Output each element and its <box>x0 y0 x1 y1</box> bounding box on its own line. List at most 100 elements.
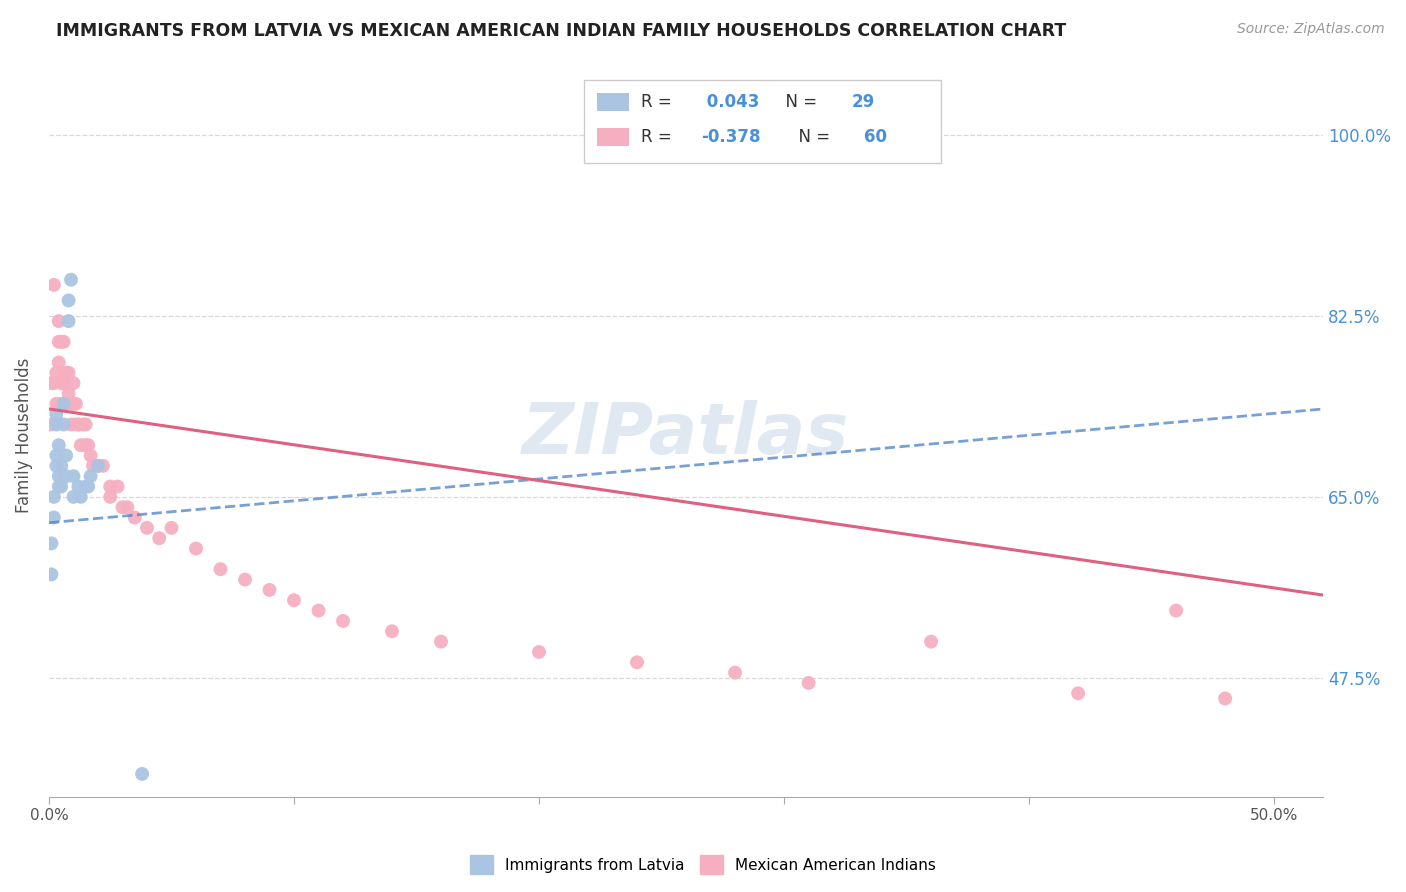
Point <box>45 397 67 411</box>
Point <box>51 376 73 391</box>
Point <box>430 634 453 648</box>
Point <box>75 479 97 493</box>
Point <box>209 562 232 576</box>
Point <box>87 458 110 473</box>
Point <box>60 397 83 411</box>
Point <box>233 573 256 587</box>
Point <box>45 417 67 432</box>
Point <box>42 277 65 292</box>
Point <box>48 355 70 369</box>
Point <box>124 510 146 524</box>
Bar <box>598 128 628 145</box>
Point <box>91 458 114 473</box>
Point <box>160 521 183 535</box>
Point <box>58 386 80 401</box>
Point <box>111 500 134 515</box>
Point <box>45 449 67 463</box>
Point <box>41 567 63 582</box>
Point <box>48 438 70 452</box>
Text: ZIPatlas: ZIPatlas <box>523 401 849 469</box>
Point <box>920 634 942 648</box>
Point <box>48 334 70 349</box>
Point <box>98 479 121 493</box>
Point <box>60 417 83 432</box>
Point <box>797 676 820 690</box>
Point <box>67 417 90 432</box>
Point <box>65 397 87 411</box>
Point <box>55 397 77 411</box>
Point <box>48 314 70 328</box>
Point <box>184 541 207 556</box>
Point <box>60 273 83 287</box>
Point <box>259 582 281 597</box>
Point <box>724 665 747 680</box>
Point <box>62 490 84 504</box>
Point <box>131 767 153 781</box>
Point <box>48 469 70 483</box>
Point <box>62 397 84 411</box>
Point <box>48 479 70 493</box>
Bar <box>598 93 628 111</box>
Point <box>45 407 67 421</box>
Point <box>45 458 67 473</box>
Point <box>69 490 91 504</box>
Point <box>41 376 63 391</box>
Y-axis label: Family Households: Family Households <box>15 357 32 513</box>
Text: Source: ZipAtlas.com: Source: ZipAtlas.com <box>1237 22 1385 37</box>
Point <box>98 490 121 504</box>
Point <box>107 479 129 493</box>
Point <box>72 417 94 432</box>
Text: 0.043: 0.043 <box>702 93 759 111</box>
Text: 29: 29 <box>852 93 875 111</box>
Point <box>79 449 101 463</box>
Point <box>75 417 97 432</box>
Point <box>52 417 75 432</box>
Point <box>75 438 97 452</box>
Point <box>283 593 305 607</box>
Point <box>55 366 77 380</box>
Point <box>77 438 100 452</box>
Point <box>308 604 330 618</box>
Point <box>41 417 63 432</box>
Point <box>58 293 80 308</box>
Point <box>82 458 104 473</box>
Point <box>51 479 73 493</box>
Point <box>332 614 354 628</box>
Point <box>1166 604 1188 618</box>
Point <box>69 438 91 452</box>
Point <box>42 510 65 524</box>
Point <box>1067 686 1090 700</box>
Text: R =: R = <box>641 128 678 145</box>
Point <box>52 376 75 391</box>
Point <box>55 469 77 483</box>
Point <box>77 479 100 493</box>
Point <box>42 490 65 504</box>
Text: -0.378: -0.378 <box>702 128 761 145</box>
Text: IMMIGRANTS FROM LATVIA VS MEXICAN AMERICAN INDIAN FAMILY HOUSEHOLDS CORRELATION : IMMIGRANTS FROM LATVIA VS MEXICAN AMERIC… <box>56 22 1067 40</box>
Text: 60: 60 <box>865 128 887 145</box>
Point <box>527 645 550 659</box>
Point <box>79 469 101 483</box>
Point <box>51 458 73 473</box>
Point <box>55 449 77 463</box>
Point <box>45 366 67 380</box>
Point <box>52 334 75 349</box>
Point <box>148 531 170 545</box>
Point <box>51 334 73 349</box>
Point <box>136 521 159 535</box>
Point <box>62 469 84 483</box>
Point <box>67 479 90 493</box>
Point <box>42 376 65 391</box>
Point <box>58 314 80 328</box>
Point <box>1213 691 1236 706</box>
Point <box>117 500 139 515</box>
Point <box>62 376 84 391</box>
Point <box>52 397 75 411</box>
Legend: Immigrants from Latvia, Mexican American Indians: Immigrants from Latvia, Mexican American… <box>464 849 942 880</box>
Text: N =: N = <box>775 93 823 111</box>
Point <box>65 417 87 432</box>
Text: R =: R = <box>641 93 678 111</box>
Point <box>41 536 63 550</box>
Point <box>381 624 404 639</box>
Point <box>626 655 648 669</box>
